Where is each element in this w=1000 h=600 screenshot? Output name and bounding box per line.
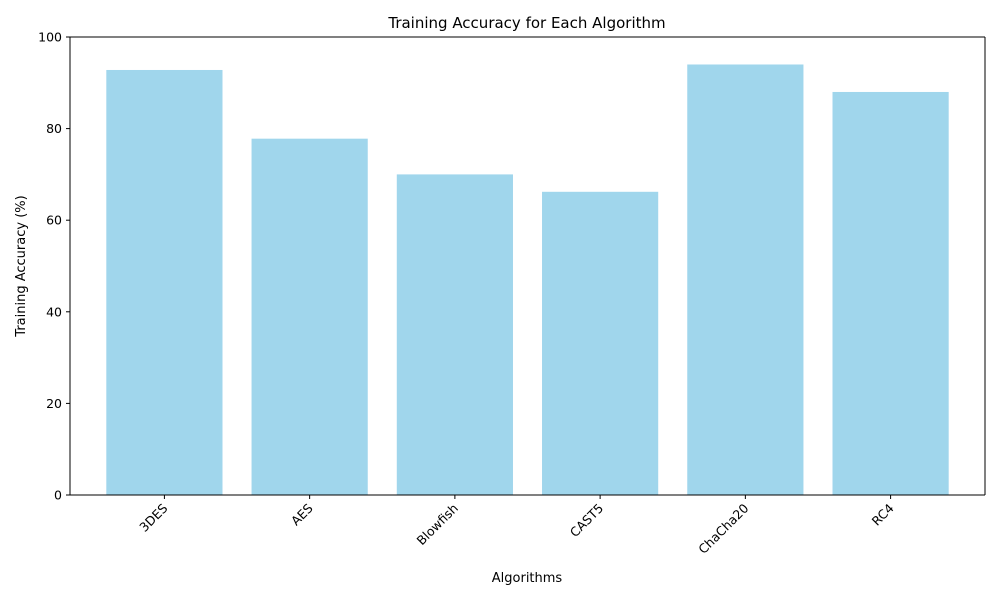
y-tick-label: 40 [46,304,62,319]
y-tick-label: 100 [38,30,62,45]
y-tick-label: 20 [46,396,62,411]
bar-chacha20 [687,64,804,495]
y-tick-label: 80 [46,121,62,136]
bar-rc4 [832,91,949,496]
bar-aes [251,138,368,495]
y-axis: 0 20 40 60 80 100 [38,30,70,503]
y-axis-label: Training Accuracy (%) [14,195,29,337]
y-tick-label: 60 [46,213,62,228]
plot-area [69,36,986,496]
y-tick-label: 0 [54,488,62,503]
chart-title: Training Accuracy for Each Algorithm [387,14,665,32]
x-axis-label: Algorithms [492,571,563,586]
bar-cast5 [542,191,659,496]
bar-blowfish [396,174,513,495]
bar-3des [106,69,223,495]
